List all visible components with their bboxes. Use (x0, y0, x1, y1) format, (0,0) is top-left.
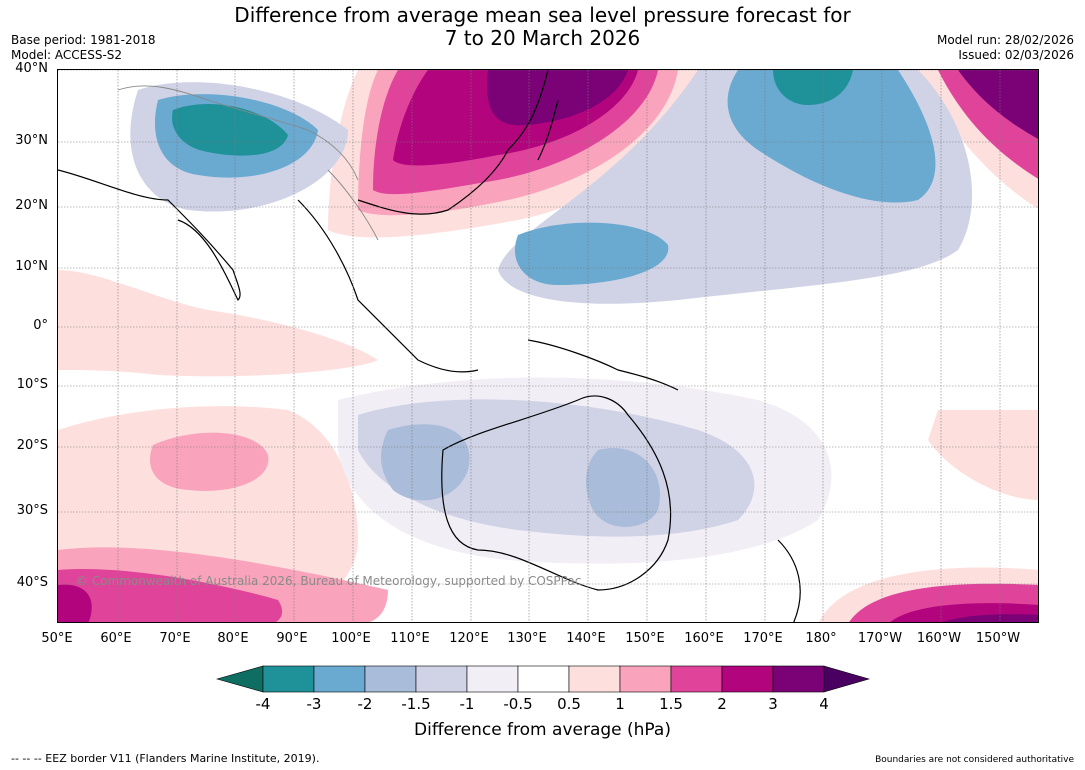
title-line-2: 7 to 20 March 2026 (444, 26, 641, 50)
shade-australia-4 (586, 448, 660, 527)
colorbar-title: Difference from average (hPa) (414, 720, 671, 740)
lat-label: 20°S (16, 438, 48, 453)
gridlines (58, 70, 1038, 622)
lon-label: 70°E (159, 631, 191, 646)
lat-label: 10°N (15, 259, 48, 274)
colorbar-swatch (364, 665, 417, 693)
colorbar-swatch (415, 665, 468, 693)
lon-label: 120°E (449, 631, 489, 646)
lon-label: 50°E (41, 631, 73, 646)
colorbar-swatch (517, 665, 570, 693)
colorbar (216, 665, 870, 693)
colorbar-swatch (670, 665, 723, 693)
colorbar-tick: 1 (615, 695, 625, 713)
shade-australia-3 (381, 424, 470, 501)
country-borders (117, 85, 379, 241)
map-area (57, 69, 1039, 623)
coastlines (58, 70, 801, 622)
colorbar-swatch (823, 665, 870, 693)
coast-japan (537, 99, 559, 161)
colorbar-tick: -3 (306, 695, 322, 713)
colorbar-tick: 3 (768, 695, 778, 713)
coast-australia (441, 395, 672, 591)
colorbar-swatch (619, 665, 672, 693)
shade-east-asia-5 (487, 70, 628, 126)
colorbar-swatch (262, 665, 315, 693)
colorbar-tick: 1.5 (659, 695, 683, 713)
shade-sw-pacific-1 (928, 410, 1038, 500)
lat-label: 0° (33, 318, 48, 333)
lon-label: 90°E (276, 631, 308, 646)
map-title: Difference from average mean sea level p… (0, 4, 1085, 50)
shade-philippine-low (514, 222, 669, 285)
colorbar-tick: -4 (255, 695, 271, 713)
lon-label: 170°E (743, 631, 783, 646)
colorbar-tick: -1 (459, 695, 475, 713)
lon-label: 60°E (100, 631, 132, 646)
lon-label: 160°E (684, 631, 724, 646)
lon-label: 110°E (390, 631, 430, 646)
boundaries-disclaimer: Boundaries are not considered authoritat… (875, 755, 1074, 765)
lat-label: 30°N (15, 133, 48, 148)
lon-label: 160°W (916, 631, 962, 646)
map-canvas (58, 70, 1038, 622)
shade-asia-low-3 (172, 104, 288, 156)
shade-south-pacific-4 (943, 614, 1038, 622)
shade-southern-ocean-2 (58, 569, 283, 622)
colorbar-tick: -2 (357, 695, 373, 713)
lon-label: 150°E (625, 631, 665, 646)
lat-label: 40°N (15, 61, 48, 76)
shade-pacific-low-3 (773, 70, 853, 105)
lat-label: 30°S (16, 503, 48, 518)
colorbar-tick: -0.5 (503, 695, 533, 713)
meta-right: Model run: 28/02/2026 Issued: 02/03/2026 (937, 33, 1074, 63)
meta-left: Base period: 1981-2018 Model: ACCESS-S2 (11, 33, 156, 63)
colorbar-tick: -1.5 (401, 695, 431, 713)
shade-southern-ocean-3 (58, 584, 92, 622)
shade-indian-ocean-positive (58, 270, 378, 377)
lon-label: 80°E (217, 631, 249, 646)
lat-label: 20°N (15, 198, 48, 213)
coast-nz (777, 539, 801, 622)
coast-india (58, 169, 241, 302)
copyright-notice: © Commonwealth of Australia 2026, Bureau… (76, 574, 582, 588)
colorbar-swatch (313, 665, 366, 693)
lon-label: 170°W (857, 631, 903, 646)
model-name: Model: ACCESS-S2 (11, 48, 123, 62)
eez-footnote: -- -- -- EEZ border V11 (Flanders Marine… (11, 752, 320, 765)
lat-label: 10°S (16, 377, 48, 392)
coast-china (357, 70, 549, 215)
lon-label: 130°E (507, 631, 547, 646)
shade-pacific-low-2 (727, 70, 936, 203)
colorbar-swatch (568, 665, 621, 693)
colorbar-tick: 4 (819, 695, 829, 713)
shade-ne-pacific-3 (958, 70, 1038, 139)
colorbar-tick: 2 (717, 695, 727, 713)
colorbar-swatch (216, 665, 264, 693)
colorbar-tick: 0.5 (557, 695, 581, 713)
coast-se-asia (297, 199, 479, 373)
lon-label: 150°W (975, 631, 1021, 646)
lon-label: 180° (805, 631, 837, 646)
issued-date: Issued: 02/03/2026 (958, 48, 1074, 62)
title-line-1: Difference from average mean sea level p… (234, 3, 851, 27)
lon-label: 100°E (331, 631, 371, 646)
colorbar-swatch (721, 665, 774, 693)
base-period: Base period: 1981-2018 (11, 33, 156, 47)
model-run: Model run: 28/02/2026 (936, 33, 1074, 47)
lon-label: 140°E (566, 631, 606, 646)
coast-png (527, 339, 679, 391)
lat-label: 40°S (16, 575, 48, 590)
colorbar-swatch (772, 665, 825, 693)
colorbar-swatch (466, 665, 519, 693)
